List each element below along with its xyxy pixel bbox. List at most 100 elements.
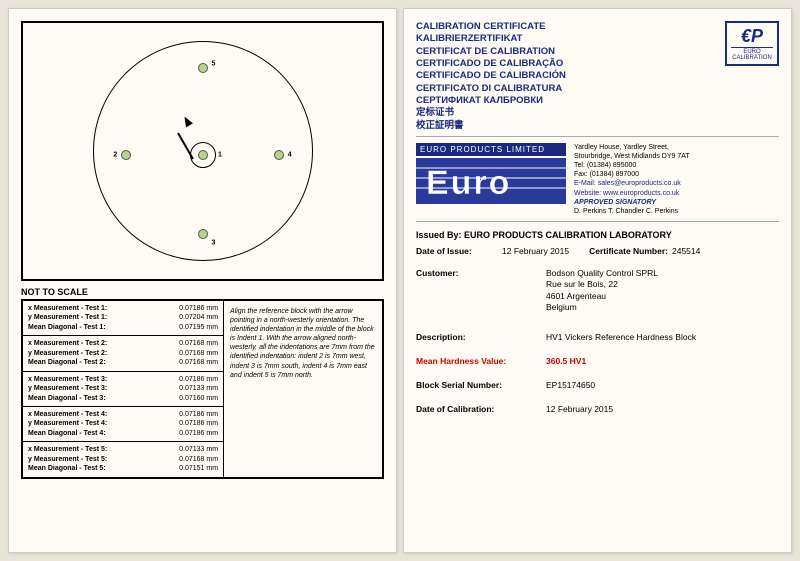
t3-y-val: 0.07133 mm bbox=[179, 384, 218, 393]
cert-no-value: 245514 bbox=[672, 246, 700, 256]
cert-header: CALIBRATION CERTIFICATE KALIBRIERZERTIFI… bbox=[416, 21, 779, 137]
indent-point-2 bbox=[121, 150, 131, 160]
description-row: Description: HV1 Vickers Reference Hardn… bbox=[416, 332, 779, 342]
ep-badge-text: EURO CALIBRATION bbox=[731, 47, 773, 61]
indent-label-3: 3 bbox=[211, 239, 215, 246]
addr-line2: Stourbridge, West Midlands DY9 7AT bbox=[574, 152, 690, 161]
t2-y-val: 0.07168 mm bbox=[179, 349, 218, 358]
measurements-box: x Measurement - Test 1: 0.07186 mm y Meas… bbox=[21, 299, 384, 479]
date-issue-label: Date of Issue: bbox=[416, 246, 502, 256]
t3-y-lbl: y Measurement - Test 3: bbox=[28, 384, 107, 393]
cust-l4: Belgium bbox=[546, 302, 779, 313]
mean-hardness-row: Mean Hardness Value: 360.5 HV1 bbox=[416, 356, 779, 366]
cal-date-value: 12 February 2015 bbox=[546, 404, 779, 414]
t5-m-lbl: Mean Diagonal - Test 5: bbox=[28, 464, 106, 473]
addr-email: E-Mail: sales@europroducts.co.uk bbox=[574, 179, 690, 188]
signatory-names: D. Perkins T. Chandler C. Perkins bbox=[574, 207, 690, 216]
instructions-text: Align the reference block with the arrow… bbox=[224, 301, 382, 477]
orientation-arrow-head bbox=[181, 115, 193, 128]
t3-x-val: 0.07186 mm bbox=[179, 375, 218, 384]
cust-l2: Rue sur le Bois, 22 bbox=[546, 279, 779, 290]
cert-no-label: Certificate Number: bbox=[589, 246, 668, 256]
company-bar: EURO PRODUCTS LIMITED Euro Yardley House… bbox=[416, 143, 779, 222]
title-es: CERTIFICADO DE CALIBRACIÓN bbox=[416, 70, 566, 82]
t4-x-lbl: x Measurement - Test 4: bbox=[28, 410, 107, 419]
left-page: 1 2 3 4 5 NOT TO SCALE x Measurement - T… bbox=[8, 8, 397, 553]
ep-badge-logo: €P bbox=[731, 26, 773, 47]
addr-line1: Yardley House, Yardley Street, bbox=[574, 143, 690, 152]
measurements-column: x Measurement - Test 1: 0.07186 mm y Meas… bbox=[23, 301, 224, 477]
issued-by-label: Issued By: bbox=[416, 230, 462, 240]
ep-badge: €P EURO CALIBRATION bbox=[725, 21, 779, 66]
test-group-3: x Measurement - Test 3: 0.07186 mm y Meas… bbox=[23, 372, 223, 407]
serial-value: EP15174650 bbox=[546, 380, 779, 390]
test-group-5: x Measurement - Test 5:0.07133 mm y Meas… bbox=[23, 442, 223, 476]
not-to-scale-label: NOT TO SCALE bbox=[21, 287, 384, 297]
t5-m-val: 0.07151 mm bbox=[179, 464, 218, 473]
mean-hardness-label: Mean Hardness Value: bbox=[416, 356, 546, 366]
t4-x-val: 0.07186 mm bbox=[179, 410, 218, 419]
indent-label-2: 2 bbox=[113, 152, 117, 159]
serial-row: Block Serial Number: EP15174650 bbox=[416, 380, 779, 390]
title-pt: CERTIFICADO DE CALIBRAÇÃO bbox=[416, 58, 566, 70]
title-ru: СЕРТИФИКАТ КАЛБРОВКИ bbox=[416, 95, 566, 107]
t3-x-lbl: x Measurement - Test 3: bbox=[28, 375, 107, 384]
block-circle: 1 2 3 4 5 bbox=[93, 41, 313, 261]
orientation-arrow-line bbox=[177, 133, 194, 160]
test-group-2: x Measurement - Test 2:0.07168 mm y Meas… bbox=[23, 336, 223, 371]
t5-y-lbl: y Measurement - Test 5: bbox=[28, 455, 107, 464]
title-ja: 校正証明書 bbox=[416, 120, 566, 132]
customer-label: Customer: bbox=[416, 268, 546, 314]
svg-text:Euro: Euro bbox=[426, 164, 511, 202]
indent-label-4: 4 bbox=[288, 152, 292, 159]
t1-x-lbl: x Measurement - Test 1: bbox=[28, 304, 107, 313]
test-group-4: x Measurement - Test 4: 0.07186 mm y Meas… bbox=[23, 407, 223, 442]
cust-l1: Bodson Quality Control SPRL bbox=[546, 268, 779, 279]
description-label: Description: bbox=[416, 332, 546, 342]
t2-x-val: 0.07168 mm bbox=[179, 339, 218, 348]
mean-hardness-value: 360.5 HV1 bbox=[546, 356, 779, 366]
indent-label-5: 5 bbox=[211, 60, 215, 67]
t4-m-lbl: Mean Diagonal - Test 4: bbox=[28, 429, 106, 438]
issued-by-value: EURO PRODUCTS CALIBRATION LABORATORY bbox=[464, 230, 672, 240]
t2-m-val: 0.07168 mm bbox=[179, 358, 218, 367]
t4-m-val: 0.07186 mm bbox=[179, 429, 218, 438]
right-page: CALIBRATION CERTIFICATE KALIBRIERZERTIFI… bbox=[403, 8, 792, 553]
calibration-date-row: Date of Calibration: 12 February 2015 bbox=[416, 404, 779, 414]
indent-point-4 bbox=[274, 150, 284, 160]
t3-m-lbl: Mean Diagonal - Test 3: bbox=[28, 394, 106, 403]
approved-signatory-label: APPROVED SIGNATORY bbox=[574, 198, 690, 207]
t2-x-lbl: x Measurement - Test 2: bbox=[28, 339, 107, 348]
date-issue-value: 12 February 2015 bbox=[502, 246, 569, 256]
title-zh: 定标证书 bbox=[416, 107, 566, 119]
t5-x-val: 0.07133 mm bbox=[179, 445, 218, 454]
t1-m-val: 0.07195 mm bbox=[179, 323, 218, 332]
euro-logo-icon: Euro bbox=[416, 158, 566, 204]
addr-fax: Fax: (01384) 897000 bbox=[574, 170, 690, 179]
t4-y-val: 0.07186 mm bbox=[179, 419, 218, 428]
title-fr: CERTIFICAT DE CALIBRATION bbox=[416, 46, 566, 58]
t5-y-val: 0.07168 mm bbox=[179, 455, 218, 464]
t4-y-lbl: y Measurement - Test 4: bbox=[28, 419, 107, 428]
addr-tel: Tel: (01384) 895000 bbox=[574, 161, 690, 170]
indent-label-1: 1 bbox=[218, 152, 222, 159]
company-address: Yardley House, Yardley Street, Stourbrid… bbox=[574, 143, 690, 216]
indent-point-5 bbox=[198, 63, 208, 73]
t1-y-val: 0.07204 mm bbox=[179, 313, 218, 322]
company-logo-block: EURO PRODUCTS LIMITED Euro bbox=[416, 143, 566, 216]
description-value: HV1 Vickers Reference Hardness Block bbox=[546, 332, 779, 342]
t3-m-val: 0.07160 mm bbox=[179, 394, 218, 403]
t2-m-lbl: Mean Diagonal - Test 2: bbox=[28, 358, 106, 367]
customer-value: Bodson Quality Control SPRL Rue sur le B… bbox=[546, 268, 779, 314]
indent-point-1 bbox=[198, 150, 208, 160]
cert-title-list: CALIBRATION CERTIFICATE KALIBRIERZERTIFI… bbox=[416, 21, 566, 132]
indent-point-3 bbox=[198, 229, 208, 239]
test-group-1: x Measurement - Test 1:0.07186 mm y Meas… bbox=[23, 301, 223, 336]
addr-web: Website: www.europroducts.co.uk bbox=[574, 189, 690, 198]
t1-m-lbl: Mean Diagonal - Test 1: bbox=[28, 323, 106, 332]
title-it: CERTIFICATO DI CALIBRATURA bbox=[416, 83, 566, 95]
title-en: CALIBRATION CERTIFICATE bbox=[416, 21, 566, 33]
indent-diagram: 1 2 3 4 5 bbox=[21, 21, 384, 281]
cal-date-label: Date of Calibration: bbox=[416, 404, 546, 414]
cust-l3: 4601 Argenteau bbox=[546, 291, 779, 302]
